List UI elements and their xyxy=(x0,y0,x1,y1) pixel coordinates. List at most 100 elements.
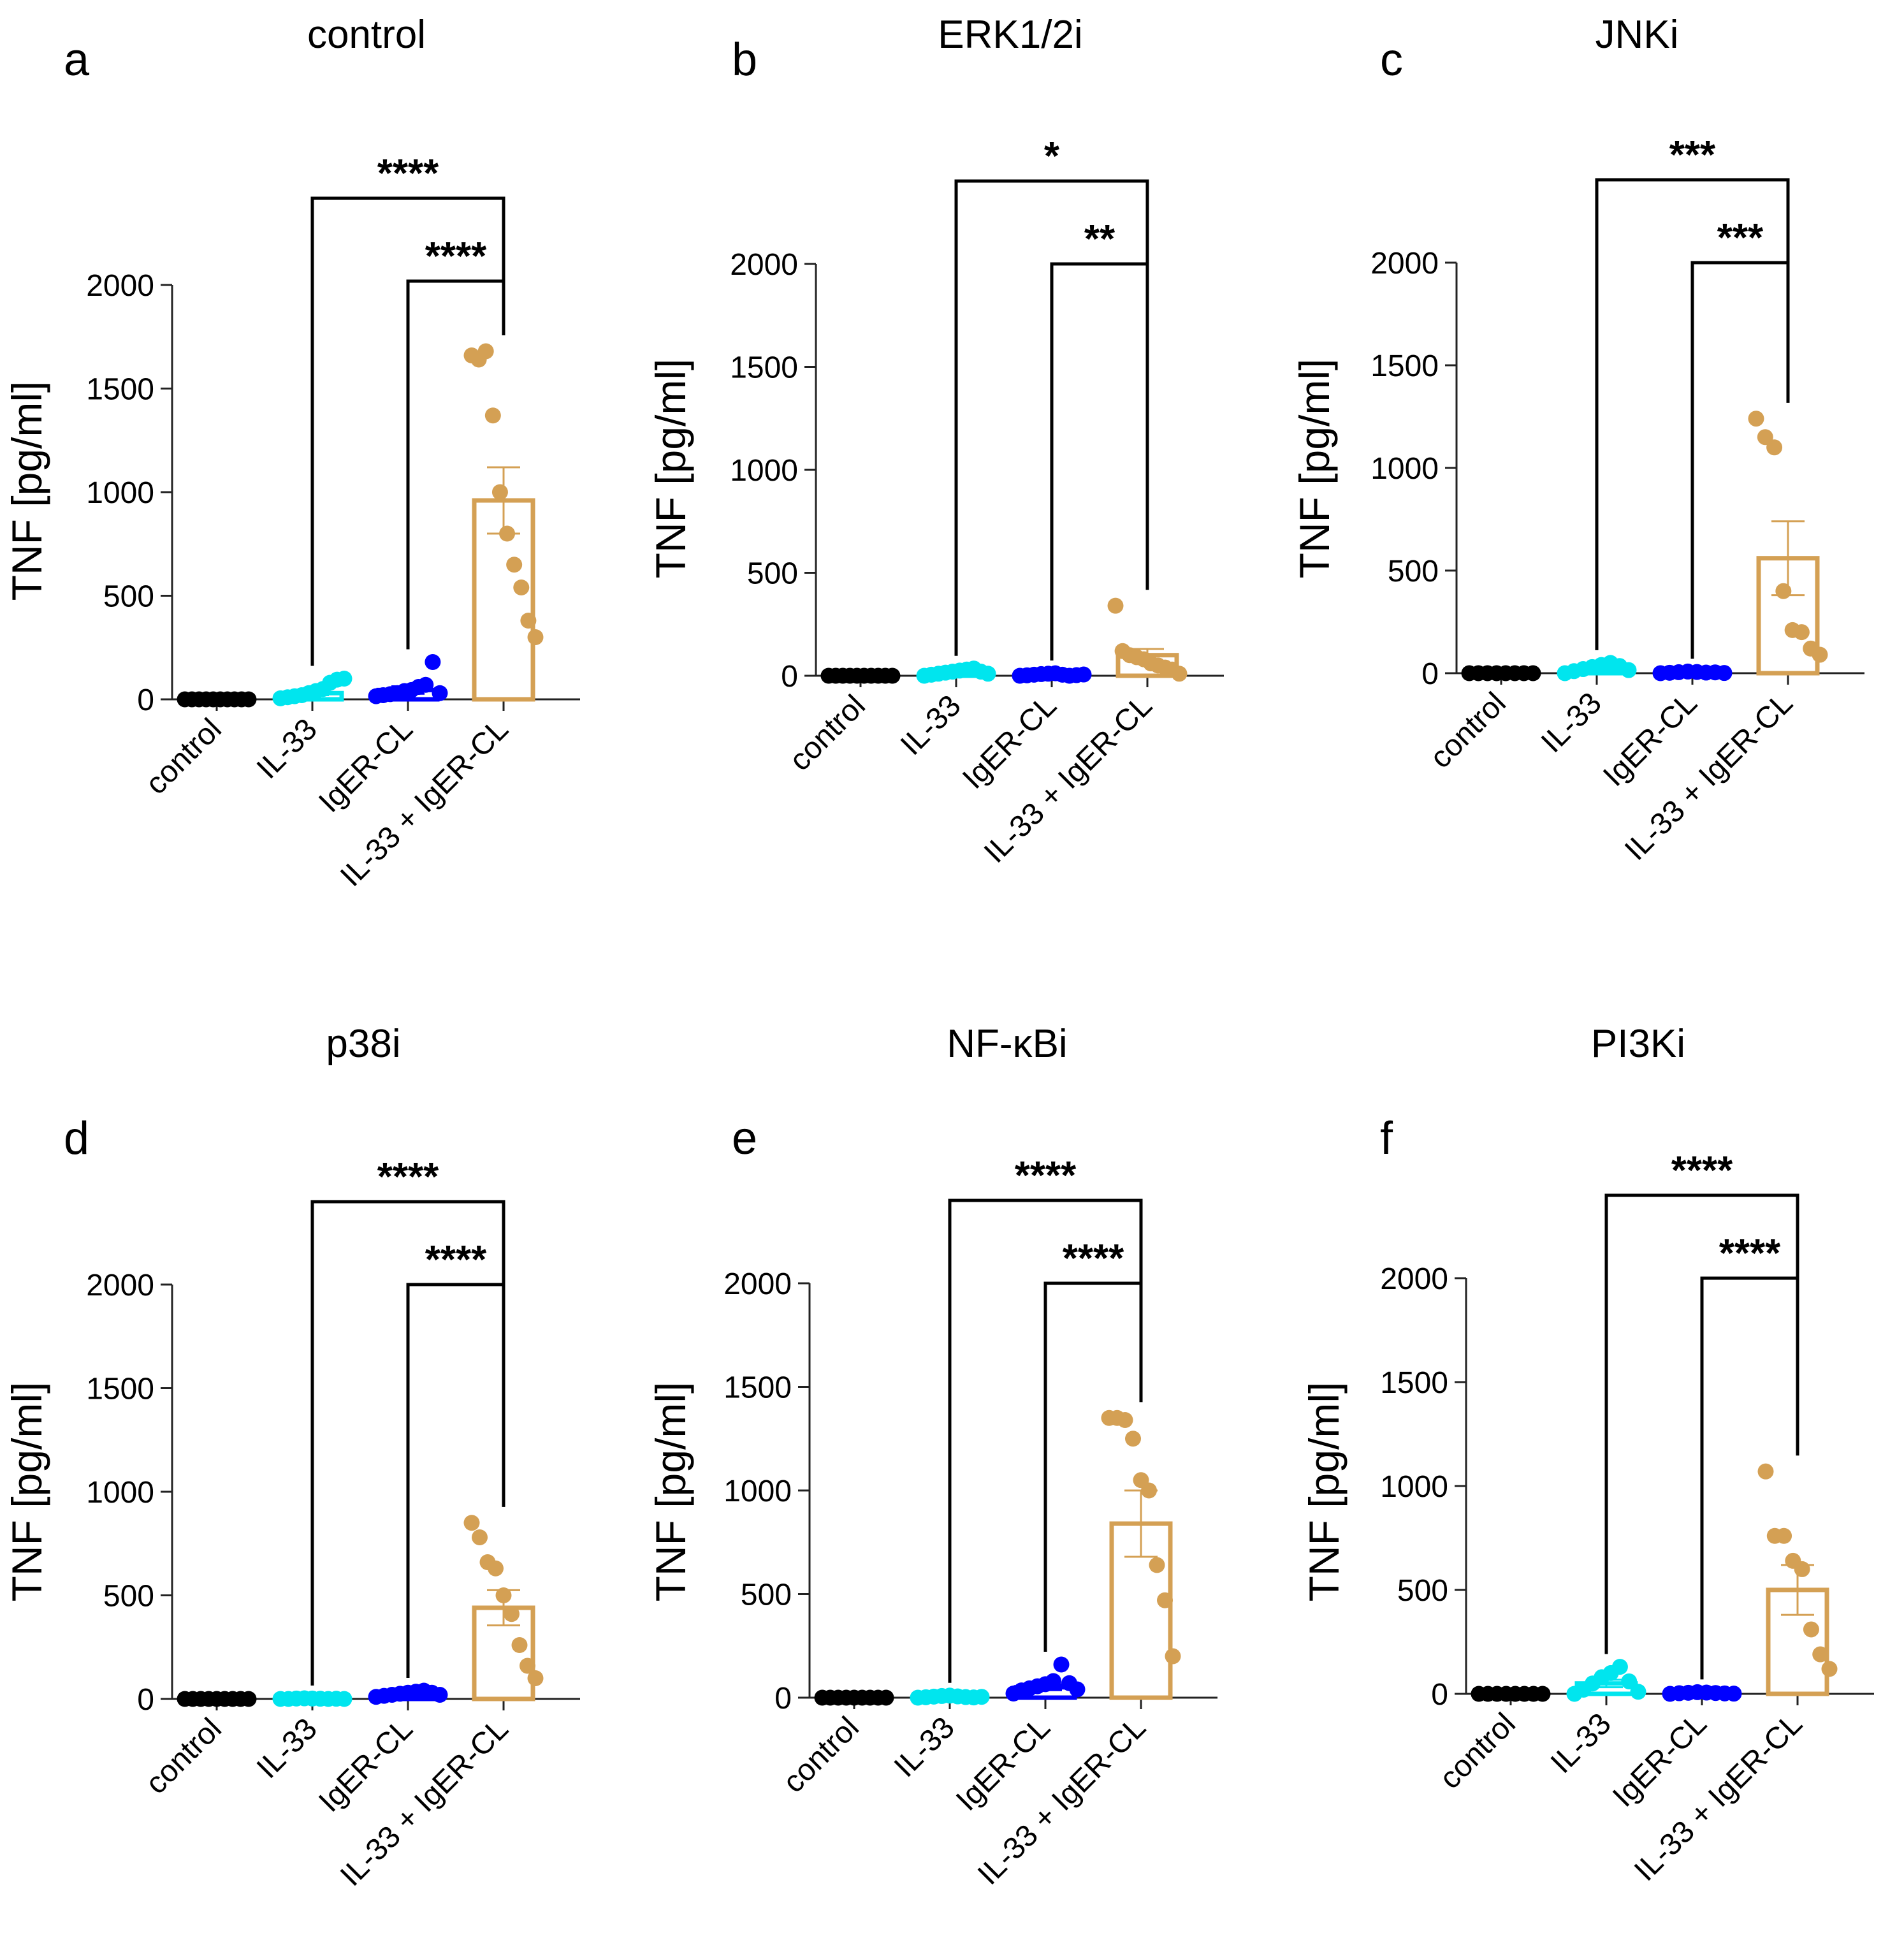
data-point xyxy=(878,1689,894,1706)
significance-bracket xyxy=(1043,1281,1143,1652)
y-tick-label: 2000 xyxy=(1380,1262,1448,1296)
y-tick-label: 1000 xyxy=(1370,452,1439,486)
data-point xyxy=(1045,1673,1061,1689)
y-tick-label: 1500 xyxy=(1370,349,1439,383)
significance-bracket xyxy=(1050,262,1149,661)
data-point xyxy=(499,525,516,542)
data-point xyxy=(1812,646,1828,663)
data-point xyxy=(1157,1592,1173,1608)
y-tick-label: 1000 xyxy=(1380,1470,1448,1504)
y-tick-label: 500 xyxy=(747,557,798,591)
data-point xyxy=(1053,1656,1070,1673)
y-axis-label: TNF [pg/ml] xyxy=(1291,359,1338,579)
panel-title: control xyxy=(307,13,426,57)
data-point xyxy=(1766,439,1783,456)
data-point xyxy=(463,1515,480,1531)
data-point xyxy=(504,1606,520,1622)
data-point xyxy=(491,484,508,500)
data-point xyxy=(1726,1686,1742,1702)
significance-bracket xyxy=(406,1283,505,1678)
y-tick-label: 0 xyxy=(774,1682,792,1716)
data-point xyxy=(1716,665,1733,681)
y-tick-label: 2000 xyxy=(86,1269,154,1302)
data-point xyxy=(240,1691,257,1707)
significance-label: **** xyxy=(1063,1237,1124,1281)
significance-label: **** xyxy=(1671,1149,1733,1193)
significance-label: **** xyxy=(1719,1232,1781,1276)
y-axis-label: TNF [pg/ml] xyxy=(647,1382,694,1602)
data-point xyxy=(520,613,537,629)
panel-b: b ERK1/2i TNF [pg/ml] 0 500 1000 1500 2000 contr… xyxy=(647,13,1224,870)
data-point xyxy=(1776,1527,1792,1544)
data-point xyxy=(418,676,434,693)
data-point xyxy=(488,1560,504,1577)
panel-title: ERK1/2i xyxy=(938,13,1082,57)
data-point xyxy=(1821,1661,1838,1677)
x-tick-label: IL-33 + IgER-CL xyxy=(971,1710,1152,1891)
y-tick-label: 1500 xyxy=(86,373,154,407)
y-tick-label: 500 xyxy=(103,580,154,614)
data-point xyxy=(1748,411,1764,427)
data-point xyxy=(1125,1431,1141,1447)
y-tick-label: 500 xyxy=(103,1580,154,1614)
x-tick-label: IL-33 + IgER-CL xyxy=(1618,686,1799,867)
x-tick-label: control xyxy=(1423,686,1512,775)
x-tick-label: IL-33 + IgER-CL xyxy=(1628,1707,1809,1888)
y-tick-label: 500 xyxy=(1397,1574,1448,1608)
x-tick-label: IL-33 xyxy=(888,1710,961,1784)
data-point xyxy=(1757,429,1773,446)
x-tick-label: IL-33 + IgER-CL xyxy=(334,712,515,893)
data-point xyxy=(1165,1648,1181,1665)
y-tick-label: 0 xyxy=(1431,1678,1448,1712)
panel-title: p38i xyxy=(326,1022,400,1066)
panel-c: c JNKi TNF [pg/ml] 0 500 1000 1500 2000 control I… xyxy=(1291,13,1864,867)
panel-title: PI3Ki xyxy=(1591,1022,1685,1066)
data-point xyxy=(1171,666,1188,682)
y-tick-label: 0 xyxy=(137,683,154,717)
data-point xyxy=(336,1691,352,1707)
data-point xyxy=(432,685,448,701)
panel-letter: a xyxy=(64,34,90,85)
data-point xyxy=(477,343,494,360)
data-point xyxy=(1525,665,1541,681)
y-tick-label: 0 xyxy=(781,660,798,694)
x-tick-label: IL-33 xyxy=(1535,686,1608,759)
x-tick-label: control xyxy=(776,1710,865,1799)
panel-letter: e xyxy=(732,1113,757,1164)
significance-label: **** xyxy=(377,152,439,196)
data-point xyxy=(1757,1463,1774,1480)
y-axis-label: TNF [pg/ml] xyxy=(1300,1382,1348,1602)
data-point xyxy=(884,667,901,684)
y-tick-label: 1000 xyxy=(86,476,154,510)
y-tick-label: 2000 xyxy=(86,269,154,303)
data-point xyxy=(1812,1646,1829,1663)
data-point xyxy=(425,654,441,670)
data-point xyxy=(1107,597,1124,614)
x-tick-label: IL-33 + IgER-CL xyxy=(334,1712,515,1893)
data-point xyxy=(1803,1621,1819,1638)
y-tick-label: 0 xyxy=(1421,657,1439,691)
data-point xyxy=(240,691,257,708)
x-tick-label: IL-33 xyxy=(1544,1707,1618,1780)
x-tick-label: control xyxy=(1433,1707,1522,1795)
data-point xyxy=(1620,662,1637,678)
data-point xyxy=(432,1687,448,1703)
data-point xyxy=(1630,1684,1646,1700)
data-point xyxy=(472,1529,488,1545)
data-point xyxy=(1794,1561,1810,1577)
significance-label: *** xyxy=(1669,133,1716,177)
y-tick-label: 500 xyxy=(741,1578,792,1612)
y-tick-label: 1000 xyxy=(730,454,798,488)
y-tick-label: 1000 xyxy=(723,1475,792,1508)
data-point xyxy=(1149,1557,1165,1573)
significance-label: **** xyxy=(425,1238,487,1282)
data-point xyxy=(1793,624,1810,641)
x-tick-label: control xyxy=(783,688,871,777)
x-tick-label: control xyxy=(139,1712,228,1800)
y-tick-label: 1500 xyxy=(1380,1366,1448,1400)
data-point xyxy=(980,666,996,682)
panel-letter: d xyxy=(64,1113,89,1164)
data-point xyxy=(1611,1659,1628,1675)
y-tick-label: 2000 xyxy=(730,248,798,282)
